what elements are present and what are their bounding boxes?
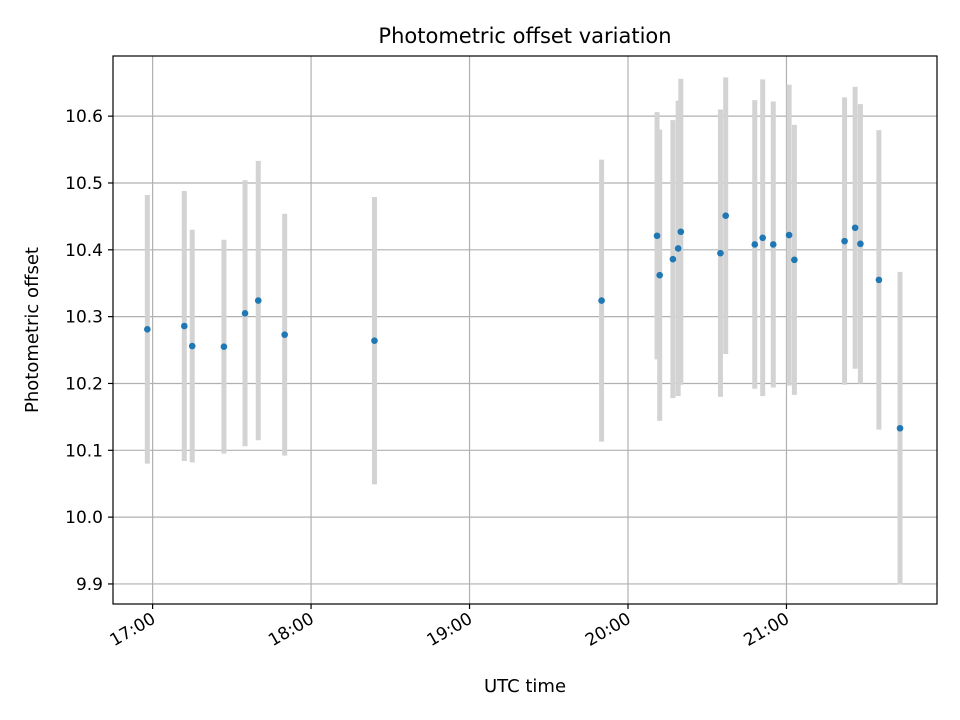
y-tick-label: 10.3 <box>65 308 103 328</box>
y-tick-label: 10.1 <box>65 441 103 461</box>
data-point <box>653 232 661 240</box>
data-point <box>722 212 730 220</box>
data-point <box>751 241 759 248</box>
data-point <box>851 224 859 232</box>
data-point <box>896 424 904 432</box>
y-tick-label: 9.9 <box>76 575 103 595</box>
data-point <box>759 234 766 242</box>
data-point <box>674 245 682 252</box>
y-tick-label: 10.2 <box>65 374 103 394</box>
data-point <box>791 256 798 264</box>
data-point <box>875 276 883 284</box>
plot-frame <box>112 55 938 605</box>
data-point <box>669 255 677 263</box>
data-point <box>144 326 151 333</box>
chart-title: Photometric offset variation <box>378 24 671 48</box>
y-axis: 9.9 10.0 10.1 10.2 10.3 10.4 10.5 10.6 <box>65 107 113 595</box>
data-point <box>677 228 685 236</box>
x-axis-label: UTC time <box>484 676 566 697</box>
grid-lines <box>113 56 937 604</box>
data-point <box>841 237 848 245</box>
y-tick-label: 10.5 <box>65 174 103 194</box>
data-point <box>598 297 605 304</box>
y-tick-label: 10.6 <box>65 107 103 127</box>
data-point <box>220 343 228 351</box>
data-point <box>181 322 188 330</box>
data-point <box>241 309 249 317</box>
data-points <box>144 212 904 432</box>
y-tick-label: 10.0 <box>65 508 103 528</box>
y-axis-label: Photometric offset <box>22 247 43 413</box>
data-point <box>656 271 663 279</box>
data-point <box>769 241 777 248</box>
data-point <box>371 337 378 344</box>
data-point <box>188 342 196 350</box>
data-point <box>785 231 793 239</box>
data-point <box>281 331 288 338</box>
data-point <box>717 249 724 257</box>
data-point <box>254 297 262 304</box>
data-point <box>857 240 864 248</box>
y-tick-label: 10.4 <box>65 241 103 261</box>
